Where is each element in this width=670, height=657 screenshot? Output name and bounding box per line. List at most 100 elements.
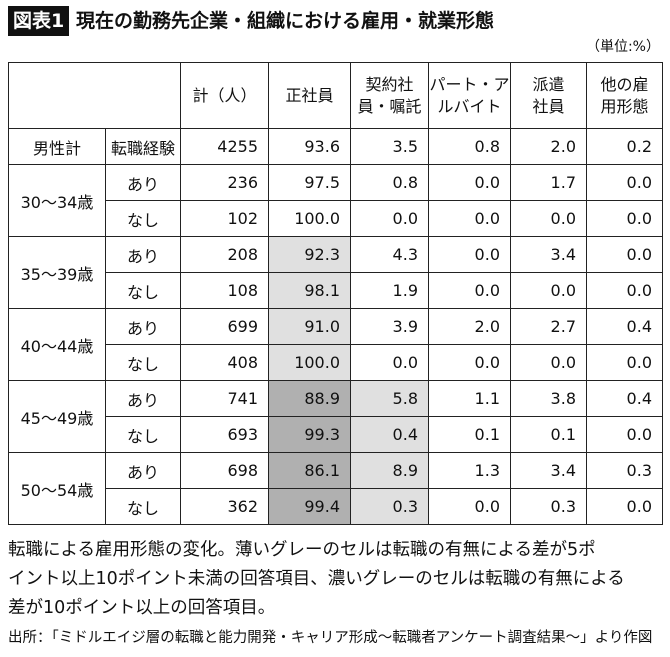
cell: 1.9 — [350, 272, 429, 309]
cell: 92.3 — [268, 236, 351, 273]
cell: 0.1 — [428, 416, 511, 453]
cell: 0.0 — [586, 164, 663, 201]
cell: 100.0 — [268, 344, 351, 381]
cell: 3.9 — [350, 308, 429, 345]
column-header: 契約社 員・嘱託 — [350, 62, 429, 129]
row-label: あり — [105, 452, 181, 489]
row: 男性計 転職経験 4255 93.6 3.5 0.8 2.0 0.2 — [8, 128, 663, 165]
corner — [8, 62, 181, 129]
row-label: あり — [105, 236, 181, 273]
cell: 3.8 — [510, 380, 587, 417]
cell: 0.0 — [350, 200, 429, 237]
cell: 0.8 — [428, 128, 511, 165]
title: 現在の勤務先企業・組織における雇用・就業形態 — [76, 10, 495, 32]
cell: 0.3 — [510, 488, 587, 525]
cell: 0.0 — [350, 344, 429, 381]
cell: 2.0 — [510, 128, 587, 165]
cell: 0.8 — [350, 164, 429, 201]
header-line: 他の雇 — [600, 74, 649, 94]
header-line: 正社員 — [285, 85, 334, 105]
cell: 3.4 — [510, 452, 587, 489]
cell: 0.4 — [350, 416, 429, 453]
cell: 0.0 — [510, 200, 587, 237]
cell: 0.0 — [428, 272, 511, 309]
cell: 0.0 — [510, 272, 587, 309]
row: なし 362 99.4 0.3 0.0 0.3 0.0 — [9, 488, 663, 525]
header-line: 員・嘱託 — [357, 96, 422, 116]
row-label: あり — [105, 164, 181, 201]
cell: 0.0 — [586, 416, 663, 453]
cell: 4255 — [180, 128, 269, 165]
cell: 102 — [180, 200, 269, 237]
cell: 1.3 — [428, 452, 511, 489]
cell: 0.0 — [428, 344, 511, 381]
cell: 98.1 — [268, 272, 351, 309]
cell: 0.0 — [428, 488, 511, 525]
cell: 5.8 — [350, 380, 429, 417]
cell: 0.0 — [428, 164, 511, 201]
group-label: 40～44歳 — [8, 308, 106, 381]
row: 40～44歳 あり 699 91.0 3.9 2.0 2.7 0.4 — [8, 308, 663, 381]
header-line: 派遣 — [532, 74, 565, 94]
column-header: 他の雇 用形態 — [586, 62, 663, 129]
group-label: 35～39歳 — [8, 236, 106, 309]
cell: 0.0 — [586, 236, 663, 273]
row: なし 408 100.0 0.0 0.0 0.0 0.0 — [9, 344, 663, 381]
cell: 699 — [180, 308, 269, 345]
cell: 2.7 — [510, 308, 587, 345]
group-label: 30～34歳 — [8, 164, 106, 237]
cell: 698 — [180, 452, 269, 489]
cell: 88.9 — [268, 380, 351, 417]
figure-label: 図表1 — [8, 6, 70, 36]
cell: 0.1 — [510, 416, 587, 453]
row-label: あり — [105, 380, 181, 417]
header-line: 契約社 — [365, 74, 414, 94]
cell: 236 — [180, 164, 269, 201]
row: なし 108 98.1 1.9 0.0 0.0 0.0 — [9, 272, 663, 309]
cell: 3.4 — [510, 236, 587, 273]
row: なし 693 99.3 0.4 0.1 0.1 0.0 — [9, 416, 663, 453]
cell: 0.0 — [428, 200, 511, 237]
group-label: 50～54歳 — [8, 452, 106, 525]
row-label: なし — [105, 272, 181, 309]
cell: 0.0 — [428, 236, 511, 273]
cell: 741 — [180, 380, 269, 417]
column-header: パート・ア ルバイト — [428, 62, 511, 129]
header-line: ルバイト — [437, 96, 502, 116]
cell: 108 — [180, 272, 269, 309]
caption-line: 差が10ポイント以上の回答項目。 — [8, 598, 276, 618]
cell: 86.1 — [268, 452, 351, 489]
row: 45～49歳 あり 741 88.9 5.8 1.1 3.8 0.4 — [8, 380, 663, 453]
cell: 0.3 — [350, 488, 429, 525]
cell: 0.0 — [586, 488, 663, 525]
row-label: なし — [105, 344, 181, 381]
header-line: 計（人） — [192, 85, 257, 105]
header-line: 用形態 — [600, 96, 649, 116]
row-label: なし — [105, 200, 181, 237]
header-line: パート・ア — [429, 74, 510, 94]
cell: 2.0 — [428, 308, 511, 345]
cell: 100.0 — [268, 200, 351, 237]
cell: 99.3 — [268, 416, 351, 453]
cell: 97.5 — [268, 164, 351, 201]
row-label: 転職経験 — [105, 128, 181, 165]
row: 50～54歳 あり 698 86.1 8.9 1.3 3.4 0.3 — [8, 452, 663, 525]
cell: 99.4 — [268, 488, 351, 525]
row-label: あり — [105, 308, 181, 345]
group-label: 45～49歳 — [8, 380, 106, 453]
unit: （単位:%） — [585, 39, 660, 55]
cell: 1.7 — [510, 164, 587, 201]
table: 計（人） 正社員 契約社 員・嘱託 パート・ア ルバイト 派遣 社員 他の雇 用形態 男性計 転職経… — [8, 62, 663, 525]
row-label: なし — [105, 416, 181, 453]
cell: 208 — [180, 236, 269, 273]
cell: 1.1 — [428, 380, 511, 417]
column-header: 正社員 — [268, 62, 351, 129]
cell: 3.5 — [350, 128, 429, 165]
group-label: 男性計 — [8, 128, 106, 165]
cell: 0.0 — [586, 272, 663, 309]
cell: 693 — [180, 416, 269, 453]
row: 35～39歳 あり 208 92.3 4.3 0.0 3.4 0.0 — [8, 236, 663, 309]
cell: 0.3 — [586, 452, 663, 489]
header-row: 計（人） 正社員 契約社 員・嘱託 パート・ア ルバイト 派遣 社員 他の雇 用形態 — [8, 62, 663, 129]
caption-line: イント以上10ポイント未満の回答項目、濃いグレーのセルは転職の有無による — [8, 569, 625, 589]
